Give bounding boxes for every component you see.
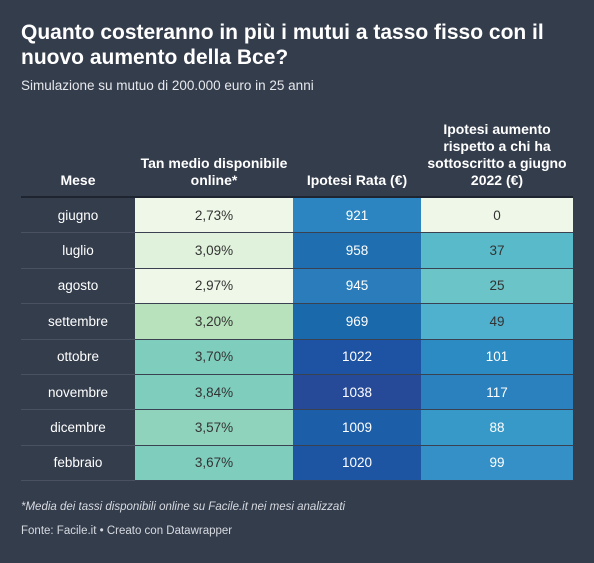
cell-aumento: 37 [421,233,573,269]
table-row: giugno 2,73% 921 0 [21,198,573,234]
column-header-mese: Mese [21,118,135,198]
table-row: febbraio 3,67% 1020 99 [21,445,573,482]
cell-aumento: 25 [421,268,573,305]
cell-mese: ottobre [21,340,135,375]
cell-rata: 1020 [293,445,421,482]
cell-rata: 1038 [293,374,421,411]
table-row: settembre 3,20% 969 49 [21,304,573,340]
table-row: agosto 2,97% 945 25 [21,268,573,305]
column-header-tan: Tan medio disponibile online* [135,118,293,198]
cell-rata: 945 [293,268,421,305]
cell-aumento: 101 [421,339,573,375]
cell-rata: 958 [293,233,421,269]
cell-mese: novembre [21,375,135,411]
table-row: luglio 3,09% 958 37 [21,233,573,269]
cell-aumento: 0 [421,198,573,234]
cell-tan: 2,73% [135,198,293,234]
cell-rata: 921 [293,198,421,234]
cell-mese: agosto [21,269,135,305]
cell-mese: giugno [21,198,135,234]
cell-tan: 3,09% [135,233,293,269]
cell-tan: 3,67% [135,445,293,482]
cell-aumento: 117 [421,374,573,411]
cell-tan: 2,97% [135,268,293,305]
cell-mese: luglio [21,233,135,269]
cell-mese: settembre [21,304,135,340]
chart-title: Quanto costeranno in più i mutui a tasso… [21,21,544,69]
cell-tan: 3,20% [135,304,293,340]
cell-aumento: 88 [421,410,573,446]
cell-mese: febbraio [21,446,135,482]
data-table: Mese Tan medio disponibile online* Ipote… [21,118,573,482]
column-header-rata: Ipotesi Rata (€) [293,118,421,198]
cell-aumento: 49 [421,304,573,340]
source-credit: Fonte: Facile.it • Creato con Datawrappe… [21,525,233,537]
table-row: ottobre 3,70% 1022 101 [21,339,573,375]
table-row: novembre 3,84% 1038 117 [21,374,573,411]
cell-tan: 3,84% [135,374,293,411]
cell-rata: 969 [293,304,421,340]
cell-tan: 3,70% [135,339,293,375]
table-header: Mese Tan medio disponibile online* Ipote… [21,118,573,198]
cell-mese: dicembre [21,410,135,446]
cell-rata: 1022 [293,339,421,375]
cell-rata: 1009 [293,410,421,446]
column-header-aumento: Ipotesi aumento rispetto a chi ha sottos… [421,118,573,198]
header-row: Mese Tan medio disponibile online* Ipote… [21,118,573,198]
table-row: dicembre 3,57% 1009 88 [21,410,573,446]
footnote: *Media dei tassi disponibili online su F… [21,501,346,513]
cell-aumento: 99 [421,445,573,482]
chart-subtitle: Simulazione su mutuo di 200.000 euro in … [21,78,314,93]
table-body: giugno 2,73% 921 0 luglio 3,09% 958 37 agosto 2,9… [21,198,573,482]
cell-tan: 3,57% [135,410,293,446]
